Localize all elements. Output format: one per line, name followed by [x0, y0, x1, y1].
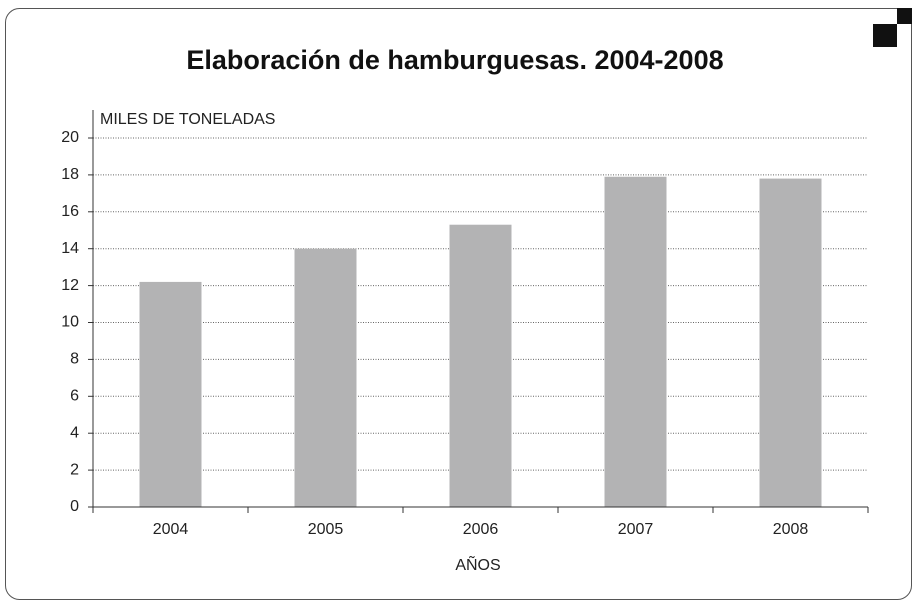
- y-axis-title: MILES DE TONELADAS: [100, 111, 275, 128]
- x-tick-label: 2008: [773, 521, 809, 538]
- bar: [294, 248, 357, 507]
- y-tick-label: 18: [61, 166, 79, 183]
- bar: [139, 281, 202, 507]
- y-tick-label: 0: [70, 498, 79, 515]
- x-axis-title: AÑOS: [455, 554, 500, 574]
- x-tick-label: 2004: [153, 521, 189, 538]
- y-tick-label: 8: [70, 351, 79, 368]
- corner-square: [873, 24, 897, 47]
- y-tick-label: 10: [61, 314, 79, 331]
- corner-square-small: [897, 8, 912, 24]
- x-tick-label: 2005: [308, 521, 344, 538]
- y-tick-label: 4: [70, 424, 79, 441]
- y-tick-label: 20: [61, 129, 79, 146]
- y-tick-label: 6: [70, 388, 79, 405]
- y-tick-label: 12: [61, 277, 79, 294]
- y-tick-label: 2: [70, 461, 79, 478]
- y-tick-label: 16: [61, 203, 79, 220]
- bar: [604, 176, 667, 507]
- bar: [759, 178, 822, 507]
- x-tick-label: 2006: [463, 521, 499, 538]
- x-tick-label: 2007: [618, 521, 654, 538]
- y-tick-label: 14: [61, 240, 79, 257]
- chart-title: Elaboración de hamburguesas. 2004-2008: [186, 45, 723, 75]
- bar: [449, 224, 512, 507]
